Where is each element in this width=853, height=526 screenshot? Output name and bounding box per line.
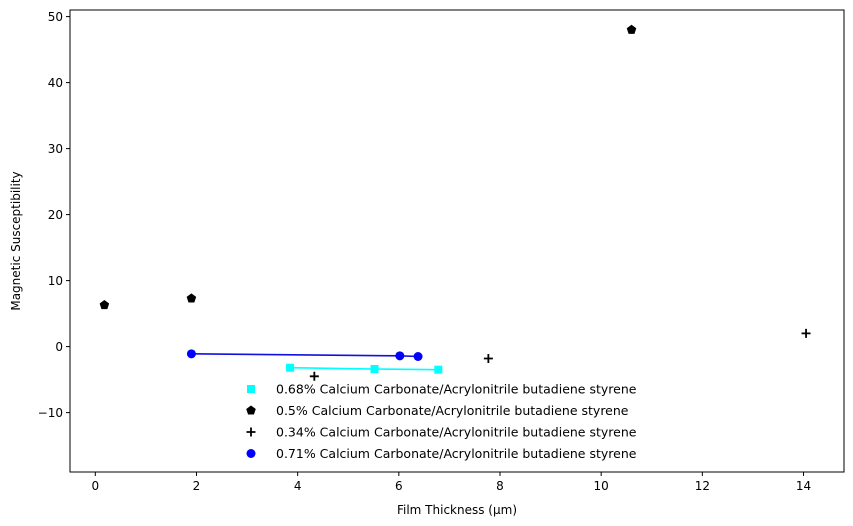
data-point — [801, 328, 811, 338]
data-point — [186, 349, 196, 359]
data-point — [483, 353, 493, 363]
legend-item: 0.5% Calcium Carbonate/Acrylonitrile but… — [246, 403, 629, 418]
data-point — [370, 365, 379, 374]
y-tick-label: 30 — [48, 142, 63, 156]
legend-label: 0.71% Calcium Carbonate/Acrylonitrile bu… — [276, 446, 637, 461]
legend-label: 0.68% Calcium Carbonate/Acrylonitrile bu… — [276, 382, 637, 397]
x-tick-label: 10 — [594, 479, 609, 493]
legend-item: 0.71% Calcium Carbonate/Acrylonitrile bu… — [246, 446, 637, 461]
x-tick-label: 8 — [496, 479, 504, 493]
series-3 — [186, 349, 423, 361]
data-point — [99, 300, 110, 310]
x-tick-label: 14 — [796, 479, 811, 493]
data-point — [309, 371, 319, 381]
series-2 — [309, 328, 811, 381]
legend-marker — [246, 449, 256, 458]
y-tick-label: −10 — [38, 406, 63, 420]
data-point — [413, 352, 423, 361]
data-point — [434, 365, 443, 374]
y-tick-label: 0 — [55, 340, 63, 354]
series-line — [290, 366, 439, 371]
series-line — [191, 353, 419, 358]
x-tick-label: 0 — [91, 479, 99, 493]
x-tick-label: 2 — [193, 479, 201, 493]
legend-label: 0.5% Calcium Carbonate/Acrylonitrile but… — [276, 403, 629, 418]
x-tick-label: 12 — [695, 479, 710, 493]
x-axis: 0 2 4 6 8 10 12 14 — [91, 472, 811, 493]
y-tick-label: 20 — [48, 208, 63, 222]
data-point — [186, 293, 197, 303]
series-1 — [99, 24, 637, 310]
plot-area — [99, 24, 811, 381]
series-0 — [286, 363, 443, 374]
legend-item: 0.34% Calcium Carbonate/Acrylonitrile bu… — [246, 425, 637, 440]
y-tick-label: 40 — [48, 76, 63, 90]
legend-marker — [246, 405, 256, 415]
legend-item: 0.68% Calcium Carbonate/Acrylonitrile bu… — [247, 382, 637, 397]
legend-label: 0.34% Calcium Carbonate/Acrylonitrile bu… — [276, 425, 637, 440]
y-tick-label: 50 — [48, 10, 63, 24]
legend: 0.68% Calcium Carbonate/Acrylonitrile bu… — [246, 382, 637, 461]
y-tick-label: 10 — [48, 274, 63, 288]
legend-marker — [246, 427, 256, 437]
x-tick-label: 4 — [294, 479, 302, 493]
x-axis-label: Film Thickness (μm) — [397, 503, 517, 517]
data-point — [626, 24, 637, 34]
x-tick-label: 6 — [395, 479, 403, 493]
y-axis-label: Magnetic Susceptibility — [9, 171, 23, 310]
data-point — [395, 351, 405, 361]
legend-marker — [247, 385, 255, 393]
y-axis: −10 0 10 20 30 40 50 — [38, 10, 70, 420]
data-point — [286, 363, 295, 372]
axes-frame — [69, 9, 845, 473]
